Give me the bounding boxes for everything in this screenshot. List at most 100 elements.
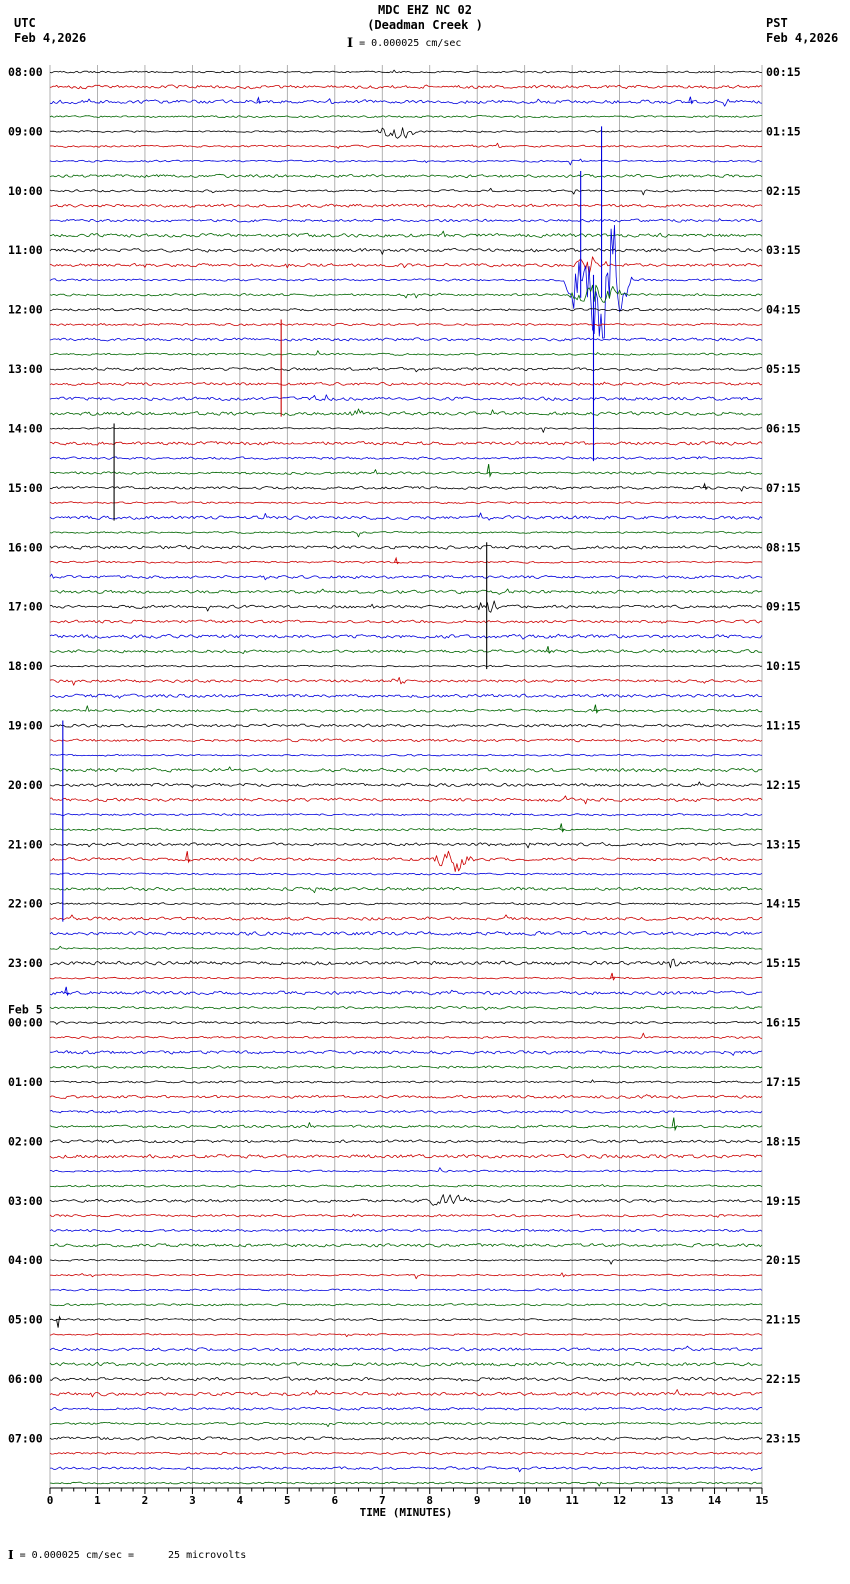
seismogram-trace-row	[49, 1050, 763, 1056]
pst-hour-label: 13:15	[766, 837, 801, 851]
seismogram-trace-row	[49, 1345, 763, 1352]
seismogram-trace-row	[49, 945, 763, 950]
utc-hour-label: 17:00	[8, 600, 43, 614]
x-axis-title: TIME (MINUTES)	[359, 1506, 453, 1519]
seismogram-trace-row	[49, 723, 763, 728]
seismogram-trace-row	[49, 1243, 763, 1248]
seismogram-trace-row	[49, 633, 763, 640]
utc-header: UTC Feb 4,2026	[14, 16, 86, 46]
x-tick-label: 11	[566, 1494, 580, 1507]
seismogram-trace-row	[49, 427, 763, 433]
seismogram-trace-row	[49, 1481, 763, 1487]
seismogram-trace-row	[49, 1153, 763, 1159]
event-spike	[610, 972, 616, 981]
pst-date: Feb 4,2026	[766, 31, 839, 45]
seismogram-trace-row	[49, 1194, 762, 1206]
seismogram-trace-row	[49, 560, 763, 564]
seismogram-trace-row	[49, 1389, 763, 1398]
event-spike	[64, 986, 70, 997]
seismogram-trace-row	[49, 307, 763, 312]
seismogram-trace-row	[49, 886, 763, 894]
x-tick-label: 5	[284, 1494, 291, 1507]
pst-hour-label: 22:15	[766, 1372, 801, 1386]
event-spike	[593, 704, 599, 714]
utc-hour-label: 18:00	[8, 659, 43, 673]
event-spike	[56, 1315, 62, 1328]
pst-hour-label: 19:15	[766, 1194, 801, 1208]
seismogram-trace-row	[49, 142, 763, 149]
seismogram-trace-row	[49, 850, 763, 872]
x-tick-label: 13	[660, 1494, 673, 1507]
pst-header: PST Feb 4,2026	[766, 16, 838, 46]
seismogram-trace-row	[49, 1318, 763, 1322]
seismogram-trace-row	[49, 989, 762, 996]
seismogram-trace-row	[49, 958, 763, 969]
seismogram-trace-row	[49, 456, 763, 460]
seismogram-trace-row	[49, 69, 763, 74]
pst-hour-label: 17:15	[766, 1075, 801, 1089]
pst-hour-label: 00:15	[766, 65, 801, 79]
seismogram-trace-row	[49, 648, 763, 654]
pst-hour-label: 07:15	[766, 481, 801, 495]
seismogram-trace-row	[49, 408, 762, 416]
seismogram-trace-row	[49, 158, 763, 166]
seismogram-trace-row	[49, 381, 763, 386]
seismogram-trace-row	[49, 322, 762, 327]
event-spike	[486, 463, 492, 478]
utc-hour-label: 09:00	[8, 124, 43, 138]
seismogram-trace-row	[49, 738, 763, 743]
pst-hour-label: 08:15	[766, 540, 801, 554]
event-spike	[394, 556, 400, 565]
utc-hour-label: 01:00	[8, 1075, 43, 1089]
utc-hour-label: 10:00	[8, 184, 43, 198]
event-spike	[671, 1117, 677, 1132]
page-title: MDC EHZ NC 02	[378, 3, 472, 17]
x-tick-label: 4	[237, 1494, 244, 1507]
seismogram-trace-row	[49, 619, 763, 624]
seismogram-trace-row	[49, 350, 763, 356]
footer-microvolts-text: 25 microvolts	[168, 1549, 247, 1561]
seismogram-trace-row	[49, 600, 763, 613]
seismogram-trace-row	[49, 469, 763, 475]
seismogram-trace-row	[49, 224, 763, 339]
seismogram-trace-row	[49, 1122, 763, 1129]
pst-hour-label: 21:15	[766, 1313, 801, 1327]
seismogram-trace-row	[49, 1406, 762, 1411]
utc-hour-label: 12:00	[8, 303, 43, 317]
seismogram-trace-row	[49, 1213, 763, 1218]
seismogram-trace-row	[49, 902, 763, 906]
seismogram-trace-row	[49, 1167, 763, 1173]
seismogram-trace-row	[49, 115, 763, 118]
pst-hour-label: 14:15	[766, 897, 801, 911]
seismogram-trace-row	[49, 1139, 763, 1144]
seismogram-trace-row	[49, 931, 763, 936]
seismogram-trace-row	[49, 1376, 763, 1382]
seismogram-trace-row	[49, 1079, 763, 1084]
seismogram-trace-row	[49, 1228, 763, 1233]
pst-hour-label: 09:15	[766, 600, 801, 614]
seismogram-trace-row	[49, 781, 763, 788]
seismogram-trace-row	[49, 441, 763, 446]
seismogram-trace-row	[49, 531, 763, 538]
seismogram-trace-row	[49, 1184, 763, 1188]
seismogram-trace-row	[49, 337, 763, 342]
seismogram-trace-row	[49, 976, 763, 980]
x-tick-label: 7	[379, 1494, 386, 1507]
pst-hour-label: 03:15	[766, 243, 801, 257]
utc-hour-label: 19:00	[8, 719, 43, 733]
utc-hour-label: 03:00	[8, 1194, 43, 1208]
utc-hour-label: 07:00	[8, 1431, 43, 1445]
seismogram-trace-row	[49, 98, 763, 107]
seismogram-trace-row	[49, 914, 763, 921]
seismogram-trace-row	[49, 1006, 763, 1011]
seismogram-trace-row	[49, 664, 763, 668]
seismogram-trace-row	[49, 872, 763, 876]
event-spike	[545, 646, 552, 655]
utc-hour-label: 13:00	[8, 362, 43, 376]
seismogram-trace-row	[49, 827, 763, 832]
pst-hour-label: 20:15	[766, 1253, 801, 1267]
seismogram-trace-row	[49, 753, 763, 757]
seismogram-trace-row	[49, 1436, 763, 1441]
amplitude-scale-icon: I	[347, 36, 354, 51]
